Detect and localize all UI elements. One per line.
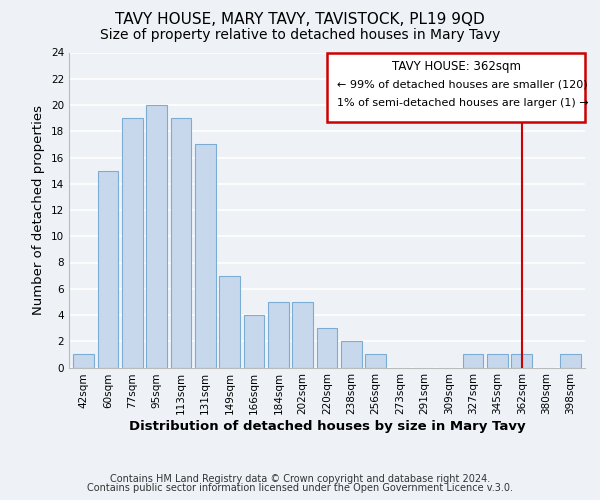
Bar bbox=[511, 354, 532, 368]
FancyBboxPatch shape bbox=[327, 52, 585, 122]
Y-axis label: Number of detached properties: Number of detached properties bbox=[32, 105, 46, 315]
Text: Size of property relative to detached houses in Mary Tavy: Size of property relative to detached ho… bbox=[100, 28, 500, 42]
Bar bbox=[146, 105, 167, 368]
Text: Contains HM Land Registry data © Crown copyright and database right 2024.: Contains HM Land Registry data © Crown c… bbox=[110, 474, 490, 484]
Bar bbox=[463, 354, 484, 368]
Bar bbox=[365, 354, 386, 368]
Bar bbox=[244, 315, 265, 368]
Bar bbox=[317, 328, 337, 368]
Bar bbox=[268, 302, 289, 368]
Text: TAVY HOUSE: 362sqm: TAVY HOUSE: 362sqm bbox=[392, 60, 521, 74]
Bar bbox=[195, 144, 215, 368]
X-axis label: Distribution of detached houses by size in Mary Tavy: Distribution of detached houses by size … bbox=[128, 420, 526, 433]
Text: 1% of semi-detached houses are larger (1) →: 1% of semi-detached houses are larger (1… bbox=[337, 98, 589, 108]
Bar bbox=[73, 354, 94, 368]
Bar bbox=[170, 118, 191, 368]
Bar bbox=[292, 302, 313, 368]
Text: Contains public sector information licensed under the Open Government Licence v.: Contains public sector information licen… bbox=[87, 483, 513, 493]
Bar bbox=[487, 354, 508, 368]
Text: TAVY HOUSE, MARY TAVY, TAVISTOCK, PL19 9QD: TAVY HOUSE, MARY TAVY, TAVISTOCK, PL19 9… bbox=[115, 12, 485, 27]
Text: ← 99% of detached houses are smaller (120): ← 99% of detached houses are smaller (12… bbox=[337, 80, 588, 90]
Bar bbox=[98, 170, 118, 368]
Bar bbox=[341, 341, 362, 367]
Bar bbox=[560, 354, 581, 368]
Bar bbox=[219, 276, 240, 368]
Bar bbox=[122, 118, 143, 368]
